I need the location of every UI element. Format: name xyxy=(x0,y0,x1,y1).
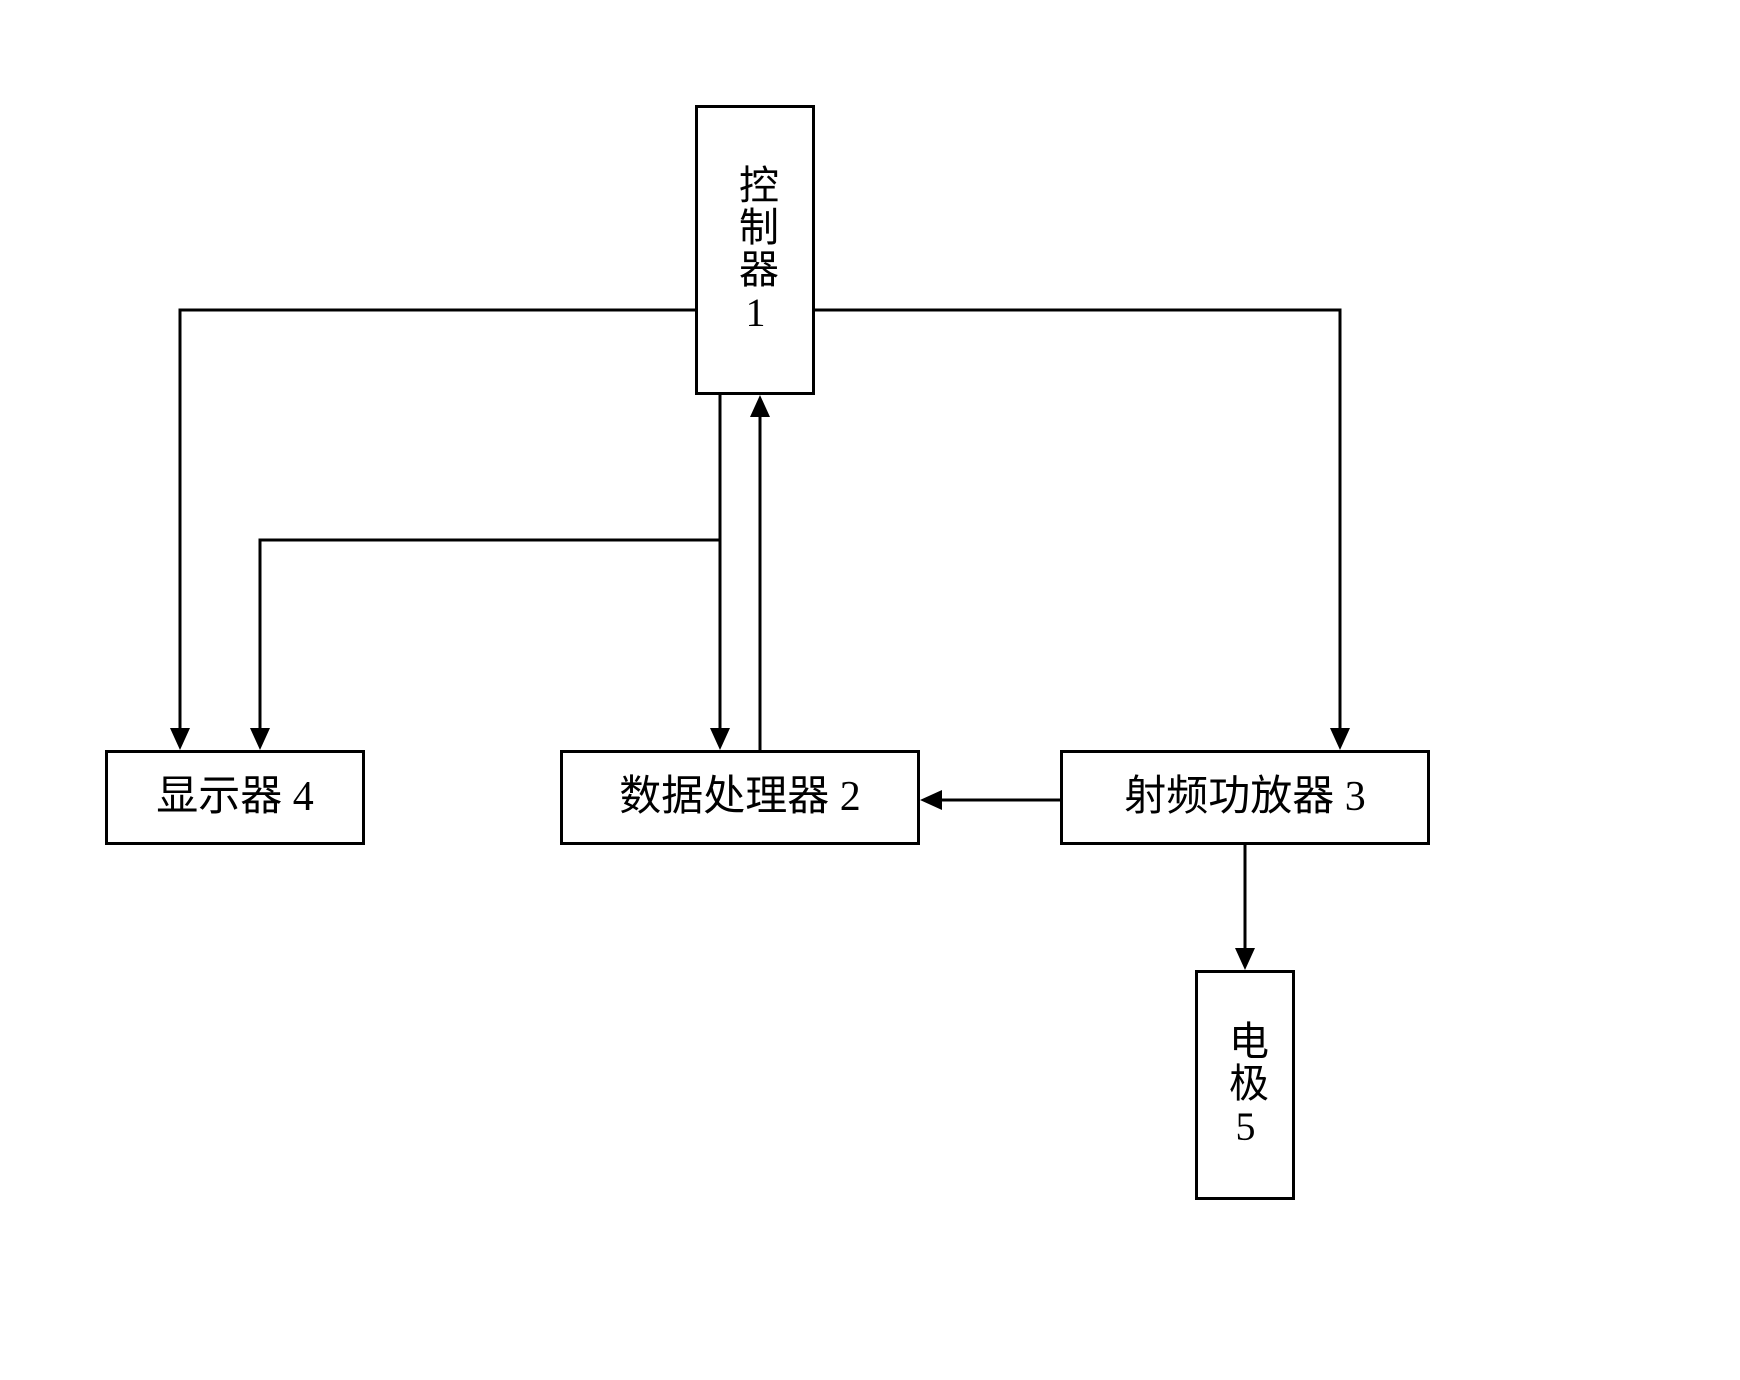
node-controller-label: 控制器1 xyxy=(732,164,778,337)
node-processor-label: 数据处理器 2 xyxy=(619,772,861,822)
node-processor: 数据处理器 2 xyxy=(560,750,920,845)
node-electrode-label: 电极5 xyxy=(1222,1020,1268,1151)
node-controller: 控制器1 xyxy=(695,105,815,395)
node-display: 显示器 4 xyxy=(105,750,365,845)
edges-layer xyxy=(0,0,1740,1380)
node-electrode: 电极5 xyxy=(1195,970,1295,1200)
node-amplifier: 射频功放器 3 xyxy=(1060,750,1430,845)
node-display-label: 显示器 4 xyxy=(156,772,314,822)
node-amplifier-label: 射频功放器 3 xyxy=(1124,772,1366,822)
